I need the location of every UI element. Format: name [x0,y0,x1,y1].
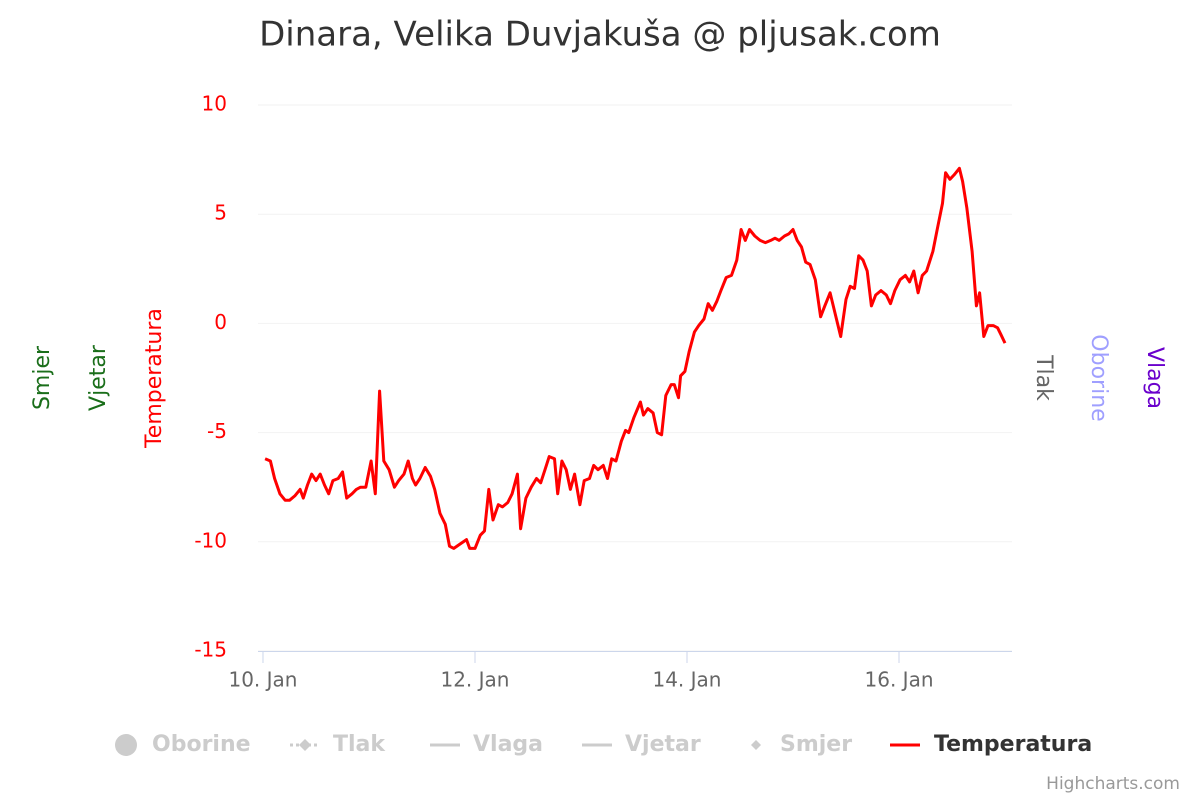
y-tick-label: -15 [194,638,227,662]
axis-title: Vlaga [1142,347,1167,409]
y-tick-label: -5 [207,419,227,443]
chart-title: Dinara, Velika Duvjakuša @ pljusak.com [259,15,941,55]
x-tick-label: 16. Jan [865,668,934,692]
axis-title: Smjer [30,345,55,410]
y-tick-label: 10 [202,92,227,116]
legend-label[interactable]: Vjetar [625,732,701,757]
legend-label[interactable]: Smjer [780,732,852,757]
legend-symbol [299,739,311,751]
legend-label[interactable]: Vlaga [473,732,543,757]
legend-label[interactable]: Oborine [152,732,251,757]
x-tick-label: 10. Jan [228,668,297,692]
legend-label[interactable]: Temperatura [934,732,1092,757]
x-tick-label: 12. Jan [440,668,509,692]
axis-title: Vjetar [86,344,111,411]
temperature-line [264,166,1007,550]
axis-title: Oborine [1086,334,1111,421]
legend-symbol [115,734,137,756]
legend-label[interactable]: Tlak [333,732,386,757]
y-tick-label: 0 [214,310,227,334]
x-tick-label: 14. Jan [652,668,721,692]
axis-title: Temperatura [142,308,167,449]
y-tick-label: 5 [214,201,227,225]
axis-title: Tlak [1031,354,1056,401]
credits[interactable]: Highcharts.com [1046,774,1180,794]
legend-symbol [751,740,761,750]
y-tick-label: -10 [194,528,227,552]
